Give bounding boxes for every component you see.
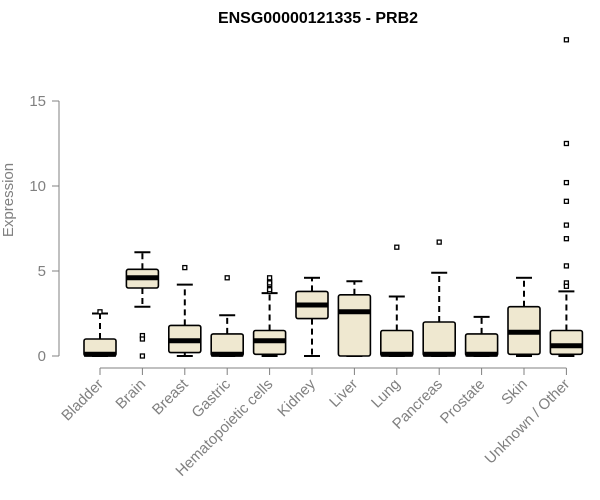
outlier-point (563, 198, 570, 204)
x-tick-label: Bladder (58, 376, 107, 425)
outlier-point (563, 179, 570, 186)
x-tick-label: Breast (149, 375, 192, 418)
y-tick-label: 15 (29, 93, 46, 110)
box-gastric (210, 275, 244, 357)
outlier-point (394, 244, 400, 250)
box-breast (168, 264, 202, 357)
x-tick-label: Prostate (437, 376, 489, 428)
box-brain (125, 251, 160, 359)
y-tick-label: 0 (38, 348, 46, 365)
x-tick-label: Skin (498, 376, 531, 409)
box-pancreas (422, 239, 457, 357)
outlier-point (139, 336, 146, 342)
y-tick-label: 5 (38, 263, 46, 280)
iqr-box (337, 293, 372, 357)
y-tick-label: 10 (29, 178, 46, 195)
box-skin (507, 276, 541, 357)
outlier-point (139, 353, 146, 359)
x-tick-label: Liver (326, 376, 361, 411)
box-hematopoietic-cells (252, 275, 287, 357)
box-unknown-other (549, 37, 584, 357)
box-bladder (83, 309, 117, 357)
box-kidney (295, 276, 329, 357)
outlier-point (266, 287, 273, 293)
outlier-point (563, 222, 570, 228)
box-lung (379, 244, 414, 357)
boxes-group (83, 37, 584, 359)
outlier-point (182, 264, 188, 271)
outlier-point (436, 239, 442, 245)
iqr-box (422, 321, 457, 357)
chart-title: ENSG00000121335 - PRB2 (218, 10, 418, 27)
box-prostate (464, 315, 499, 357)
y-axis: 0 5 10 15 (29, 93, 60, 365)
outlier-point (563, 283, 570, 289)
outlier-point (563, 37, 570, 43)
box-liver (337, 280, 372, 357)
outlier-point (266, 280, 273, 286)
outlier-point (563, 140, 570, 147)
outlier-point (563, 236, 570, 242)
iqr-box (549, 329, 584, 356)
outlier-point (224, 275, 230, 281)
outlier-point (563, 263, 570, 269)
x-tick-label: Brain (112, 376, 149, 413)
x-tick-label: Lung (368, 376, 404, 412)
x-tick-label: Kidney (274, 375, 319, 420)
outlier-point (97, 309, 103, 315)
y-axis-label: Expression (0, 163, 17, 237)
outlier-point (266, 275, 273, 281)
